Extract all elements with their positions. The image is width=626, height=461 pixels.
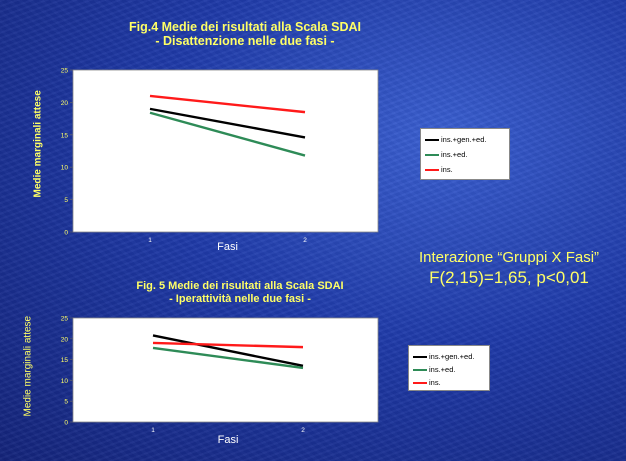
chart1-y-tick-label: 10	[61, 165, 69, 172]
chart1-series-line-1	[149, 107, 306, 139]
chart1-x-tick-label: 1	[148, 237, 152, 244]
chart1-subtitle: - Disattenzione nelle due fasi -	[155, 34, 335, 49]
chart2-y-tick-label: 5	[64, 399, 68, 406]
legend-entry: ins.+ed.	[409, 365, 489, 375]
chart1-y-tick-label: 20	[61, 100, 69, 107]
interaction-title: Interazione “Gruppi X Fasi”	[418, 249, 600, 266]
chart2-title-block: Fig. 5 Medie dei risultati alla Scala SD…	[90, 280, 390, 305]
chart1-y-tick-label: 15	[61, 132, 69, 139]
chart2-y-tick-label: 20	[61, 336, 69, 343]
chart1-x-axis-label: Fasi	[217, 241, 238, 253]
chart2-series-line-1	[152, 334, 304, 368]
chart2-y-tick-label: 0	[64, 420, 68, 427]
chart1-legend: ins.+gen.+ed. ins.+ed. ins.	[420, 128, 510, 180]
chart1-y-tick-label: 0	[64, 230, 68, 237]
legend-entry: ins.+gen.+ed.	[409, 352, 489, 362]
chart2-legend: ins.+gen.+ed. ins.+ed. ins.	[408, 345, 490, 391]
chart2-title: Fig. 5 Medie dei risultati alla Scala SD…	[136, 280, 344, 292]
legend-label: ins.+gen.+ed.	[429, 352, 475, 361]
legend-label: ins.	[441, 165, 453, 174]
interaction-statistic: F(2,15)=1,65, p<0,01	[429, 268, 589, 287]
chart1-y-tick-label: 5	[64, 197, 68, 204]
chart1-series-line-3	[149, 94, 306, 114]
legend-swatch	[425, 169, 439, 171]
legend-label: ins.	[429, 378, 441, 387]
legend-swatch	[425, 139, 439, 141]
legend-label: ins.+gen.+ed.	[441, 135, 487, 144]
legend-swatch	[413, 369, 427, 371]
chart2-y-tick-label: 15	[61, 357, 69, 364]
chart2-plot-area	[72, 317, 379, 423]
interaction-stat-block: Interazione “Gruppi X Fasi” F(2,15)=1,65…	[395, 248, 623, 288]
legend-entry: ins.+gen.+ed.	[421, 135, 509, 145]
legend-entry: ins.	[421, 165, 509, 175]
legend-label: ins.+ed.	[441, 150, 468, 159]
chart1-plot-area	[72, 69, 379, 233]
chart1-series-line-2	[149, 111, 306, 157]
chart2-x-axis-label: Fasi	[218, 434, 239, 446]
chart2-series-line-2	[152, 346, 304, 370]
chart2-x-tick-label: 1	[151, 427, 155, 434]
chart1-x-tick-label: 2	[303, 237, 307, 244]
chart2-y-tick-label: 25	[61, 316, 69, 323]
chart1-y-tick-label: 25	[61, 68, 69, 75]
chart2-y-tick-label: 10	[61, 378, 69, 385]
legend-swatch	[425, 154, 439, 156]
legend-swatch	[413, 382, 427, 384]
legend-swatch	[413, 356, 427, 358]
chart2-subtitle: - Iperattività nelle due fasi -	[169, 292, 311, 305]
legend-entry: ins.+ed.	[421, 150, 509, 160]
chart1-title: Fig.4 Medie dei risultati alla Scala SDA…	[128, 20, 362, 34]
legend-label: ins.+ed.	[429, 365, 456, 374]
chart2-x-tick-label: 2	[301, 427, 305, 434]
chart1-title-block: Fig.4 Medie dei risultati alla Scala SDA…	[90, 20, 400, 49]
chart2-series-line-3	[152, 341, 304, 349]
legend-entry: ins.	[409, 378, 489, 388]
